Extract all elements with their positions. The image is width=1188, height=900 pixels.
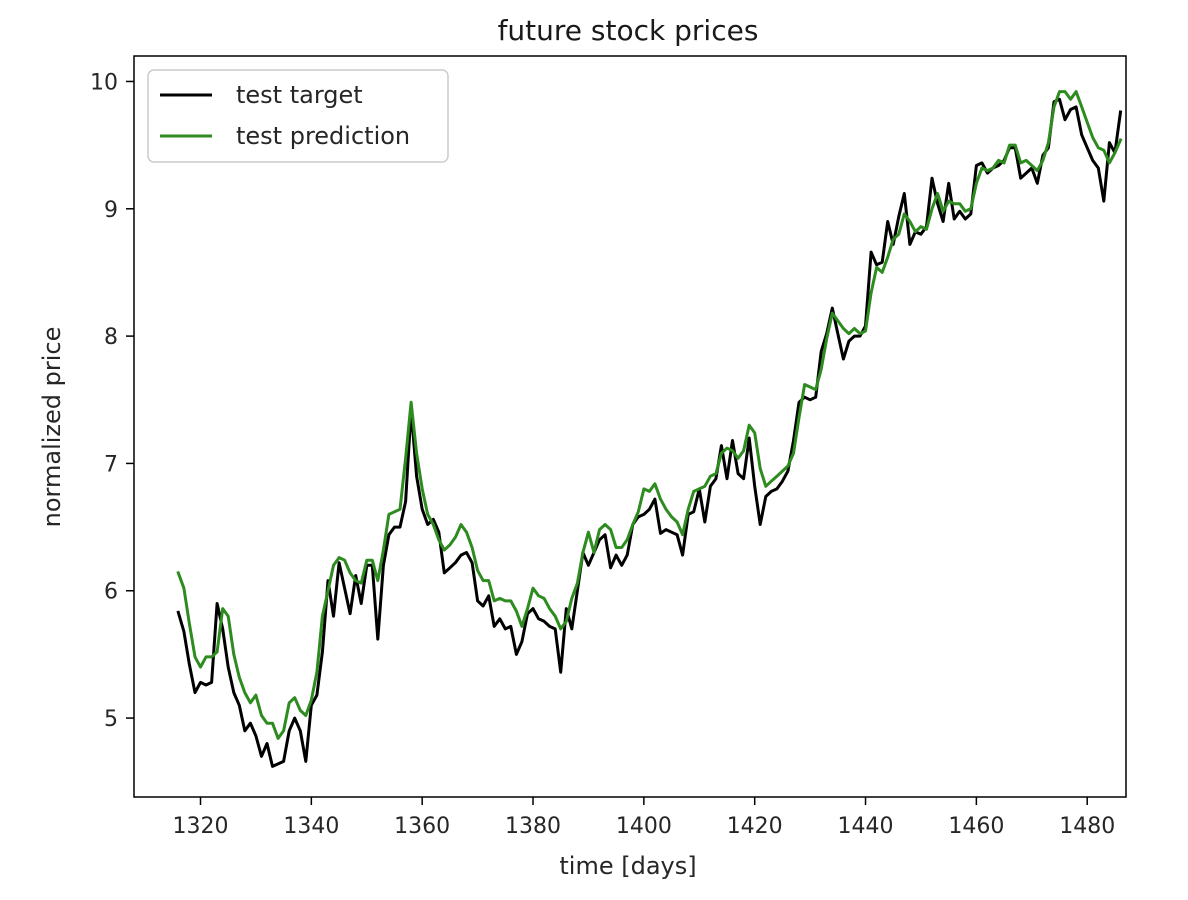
- series-group: [176, 90, 1123, 768]
- y-tick-label: 9: [104, 198, 118, 223]
- x-tick-label: 1360: [394, 814, 450, 839]
- y-tick-label: 7: [104, 452, 118, 477]
- x-tick-label: 1400: [616, 814, 672, 839]
- series-line-test-prediction: [176, 90, 1123, 740]
- x-tick-label: 1320: [173, 814, 229, 839]
- x-axis-label: time [days]: [559, 852, 696, 880]
- chart-title: future stock prices: [498, 14, 759, 47]
- legend-box: [147, 69, 449, 163]
- x-tick-label: 1480: [1059, 814, 1115, 839]
- x-tick-label: 1460: [948, 814, 1004, 839]
- y-tick-label: 10: [90, 70, 118, 95]
- x-tick-label: 1340: [283, 814, 339, 839]
- series-line-test-target: [176, 97, 1123, 768]
- x-tick-label: 1380: [505, 814, 561, 839]
- y-tick-label: 8: [104, 325, 118, 350]
- x-axis-ticks: 1320 1340 1360 1380 1400 1420 1440 1460 1480: [173, 797, 1115, 839]
- y-axis-label: normalized price: [38, 327, 66, 528]
- x-tick-label: 1420: [727, 814, 783, 839]
- legend-label-test-prediction: test prediction: [236, 122, 410, 150]
- legend: test target test prediction: [147, 69, 449, 163]
- x-tick-label: 1440: [838, 814, 894, 839]
- y-tick-label: 6: [104, 580, 118, 605]
- legend-label-test-target: test target: [236, 81, 363, 109]
- plot-area-frame: [133, 55, 1127, 798]
- y-axis-ticks: 5 6 7 8 9 10: [90, 70, 134, 732]
- y-tick-label: 5: [104, 707, 118, 732]
